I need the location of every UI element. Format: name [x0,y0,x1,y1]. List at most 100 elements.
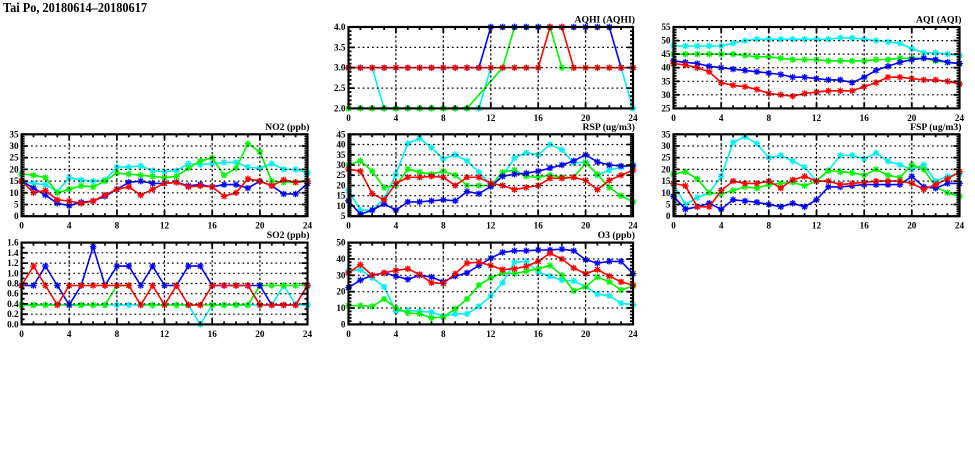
svg-text:16: 16 [534,329,544,339]
svg-text:12: 12 [160,221,170,231]
svg-text:16: 16 [208,329,218,339]
svg-text:0: 0 [671,113,676,123]
svg-text:5: 5 [341,211,346,221]
svg-text:24: 24 [628,221,638,231]
svg-text:16: 16 [534,221,544,231]
svg-text:1.6: 1.6 [7,238,19,248]
svg-text:50: 50 [336,238,346,248]
svg-text:0.4: 0.4 [7,299,19,309]
svg-text:8: 8 [441,113,446,123]
svg-text:20: 20 [907,221,917,231]
svg-text:4.0: 4.0 [334,22,346,32]
svg-text:4: 4 [394,113,399,123]
svg-text:8: 8 [115,221,120,231]
svg-text:20: 20 [581,113,591,123]
svg-text:1.0: 1.0 [7,268,19,278]
svg-text:35: 35 [336,150,346,160]
svg-text:12: 12 [812,113,822,123]
svg-text:24: 24 [303,221,313,231]
svg-text:24: 24 [628,329,638,339]
svg-text:0: 0 [666,211,671,221]
svg-text:30: 30 [661,90,671,100]
svg-text:45: 45 [336,129,346,139]
svg-text:AQHI (AQHI): AQHI (AQHI) [574,15,635,26]
svg-text:4: 4 [394,329,399,339]
svg-text:55: 55 [661,22,671,32]
svg-text:20: 20 [255,221,265,231]
svg-text:0.8: 0.8 [7,279,19,289]
svg-text:15: 15 [661,176,671,186]
svg-text:20: 20 [336,181,346,191]
svg-text:24: 24 [955,113,965,123]
svg-text:4: 4 [719,221,724,231]
svg-text:30: 30 [336,160,346,170]
svg-text:20: 20 [907,113,917,123]
svg-text:25: 25 [661,153,671,163]
svg-text:20: 20 [581,221,591,231]
svg-text:35: 35 [661,129,671,139]
svg-text:35: 35 [9,129,19,139]
svg-text:Tai Po, 20180614–20180617: Tai Po, 20180614–20180617 [3,1,147,16]
svg-text:0: 0 [14,211,19,221]
svg-text:NO2 (ppb): NO2 (ppb) [265,122,309,133]
svg-text:4: 4 [67,329,72,339]
svg-text:FSP (ug/m3): FSP (ug/m3) [910,122,961,133]
svg-text:15: 15 [336,191,346,201]
svg-text:0: 0 [19,329,24,339]
svg-text:3.0: 3.0 [334,63,346,73]
svg-text:4: 4 [67,221,72,231]
svg-text:12: 12 [486,221,496,231]
svg-text:AQI (AQI): AQI (AQI) [916,15,961,26]
svg-text:5: 5 [14,200,19,210]
svg-text:20: 20 [661,164,671,174]
svg-text:16: 16 [534,113,544,123]
svg-text:30: 30 [9,141,19,151]
svg-text:0: 0 [19,221,24,231]
svg-text:8: 8 [441,221,446,231]
svg-text:RSP (ug/m3): RSP (ug/m3) [583,122,635,133]
svg-text:12: 12 [486,113,496,123]
svg-text:0: 0 [671,221,676,231]
svg-text:10: 10 [336,201,346,211]
svg-text:25: 25 [9,153,19,163]
svg-text:12: 12 [486,329,496,339]
svg-text:45: 45 [661,49,671,59]
svg-text:0: 0 [346,329,351,339]
svg-text:25: 25 [336,170,346,180]
svg-text:16: 16 [860,113,870,123]
svg-text:8: 8 [441,329,446,339]
svg-text:1.2: 1.2 [7,258,19,268]
svg-text:20: 20 [336,287,346,297]
svg-text:1.4: 1.4 [7,248,19,258]
svg-text:24: 24 [628,113,638,123]
svg-text:0: 0 [346,113,351,123]
svg-text:40: 40 [661,63,671,73]
svg-text:O3 (ppb): O3 (ppb) [598,230,635,241]
svg-text:50: 50 [661,36,671,46]
svg-text:SO2 (ppb): SO2 (ppb) [267,230,310,241]
svg-text:30: 30 [661,141,671,151]
svg-text:20: 20 [581,329,591,339]
svg-text:12: 12 [160,329,170,339]
svg-text:25: 25 [661,103,671,113]
svg-text:12: 12 [812,221,822,231]
svg-text:24: 24 [955,221,965,231]
svg-text:16: 16 [860,221,870,231]
svg-text:0.6: 0.6 [7,289,19,299]
svg-text:10: 10 [9,188,19,198]
svg-text:40: 40 [336,140,346,150]
svg-text:0.2: 0.2 [7,309,19,319]
svg-text:0: 0 [346,221,351,231]
svg-text:20: 20 [9,164,19,174]
svg-text:8: 8 [115,329,120,339]
svg-text:8: 8 [767,113,772,123]
svg-text:3.5: 3.5 [334,42,346,52]
svg-text:8: 8 [767,221,772,231]
svg-text:24: 24 [303,329,313,339]
svg-text:5: 5 [666,200,671,210]
svg-text:15: 15 [9,176,19,186]
svg-text:40: 40 [336,254,346,264]
svg-text:4: 4 [719,113,724,123]
svg-text:10: 10 [336,303,346,313]
svg-text:20: 20 [255,329,265,339]
